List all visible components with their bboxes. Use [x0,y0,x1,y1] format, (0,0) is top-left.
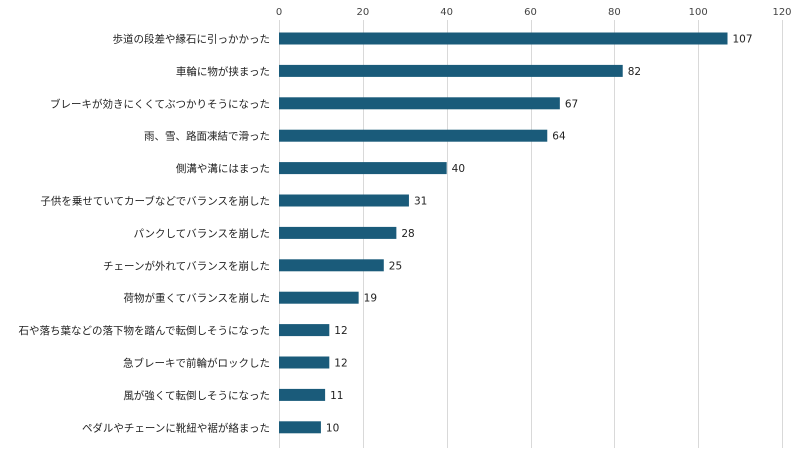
data-label-7: 28 [401,228,414,240]
category-label-5: 側溝や溝にはまった [176,162,270,175]
data-label-5: 40 [452,163,465,175]
category-label-13: ペダルやチェーンに靴紐や裾が絡まった [82,421,270,434]
category-label-3: ブレーキが効きにくくてぶつかりそうになった [50,97,270,110]
data-label-8: 25 [389,260,402,272]
data-label-13: 10 [326,422,339,434]
bar-9 [279,291,359,304]
data-label-2: 82 [628,66,641,78]
data-label-10: 12 [334,325,347,337]
bar-6 [279,194,409,207]
data-label-11: 12 [334,358,347,370]
data-label-3: 67 [565,98,578,110]
data-label-6: 31 [414,196,427,208]
x-tick-label-20: 20 [356,7,369,18]
data-label-4: 64 [552,131,566,143]
bar-3 [279,97,560,110]
category-label-12: 風が強くて転倒しそうになった [123,389,270,402]
bar-1 [279,32,728,45]
category-label-1: 歩道の段差や縁石に引っかかった [113,33,271,46]
data-label-9: 19 [364,293,377,305]
x-tick-label-0: 0 [276,7,282,18]
bar-8 [279,259,384,272]
bar-12 [279,388,326,401]
category-label-10: 石や落ち葉などの落下物を踏んで転倒しそうになった [19,324,270,337]
bar-5 [279,162,447,175]
data-label-1: 107 [733,34,753,46]
bar-4 [279,129,548,142]
data-label-12: 11 [330,390,343,402]
category-label-9: 荷物が重くてバランスを崩した [124,292,270,305]
category-label-2: 車輪に物が挟まった [176,65,270,78]
category-label-8: チェーンが外れてバランスを崩した [103,259,270,272]
bar-11 [279,356,330,369]
category-label-7: パンクしてバランスを崩した [134,227,271,240]
bar-2 [279,64,623,77]
x-tick-label-60: 60 [524,7,537,18]
bar-10 [279,324,330,337]
x-tick-label-100: 100 [689,7,708,18]
category-label-11: 急ブレーキで前輪がロックした [123,357,270,370]
category-label-6: 子供を乗せていてカーブなどでバランスを崩した [40,195,270,208]
category-label-4: 雨、雪、路面凍結で滑った [144,130,270,143]
bar-7 [279,226,397,239]
x-tick-label-120: 120 [772,7,791,18]
bar-13 [279,421,321,434]
x-tick-label-40: 40 [440,7,453,18]
x-tick-label-80: 80 [608,7,621,18]
